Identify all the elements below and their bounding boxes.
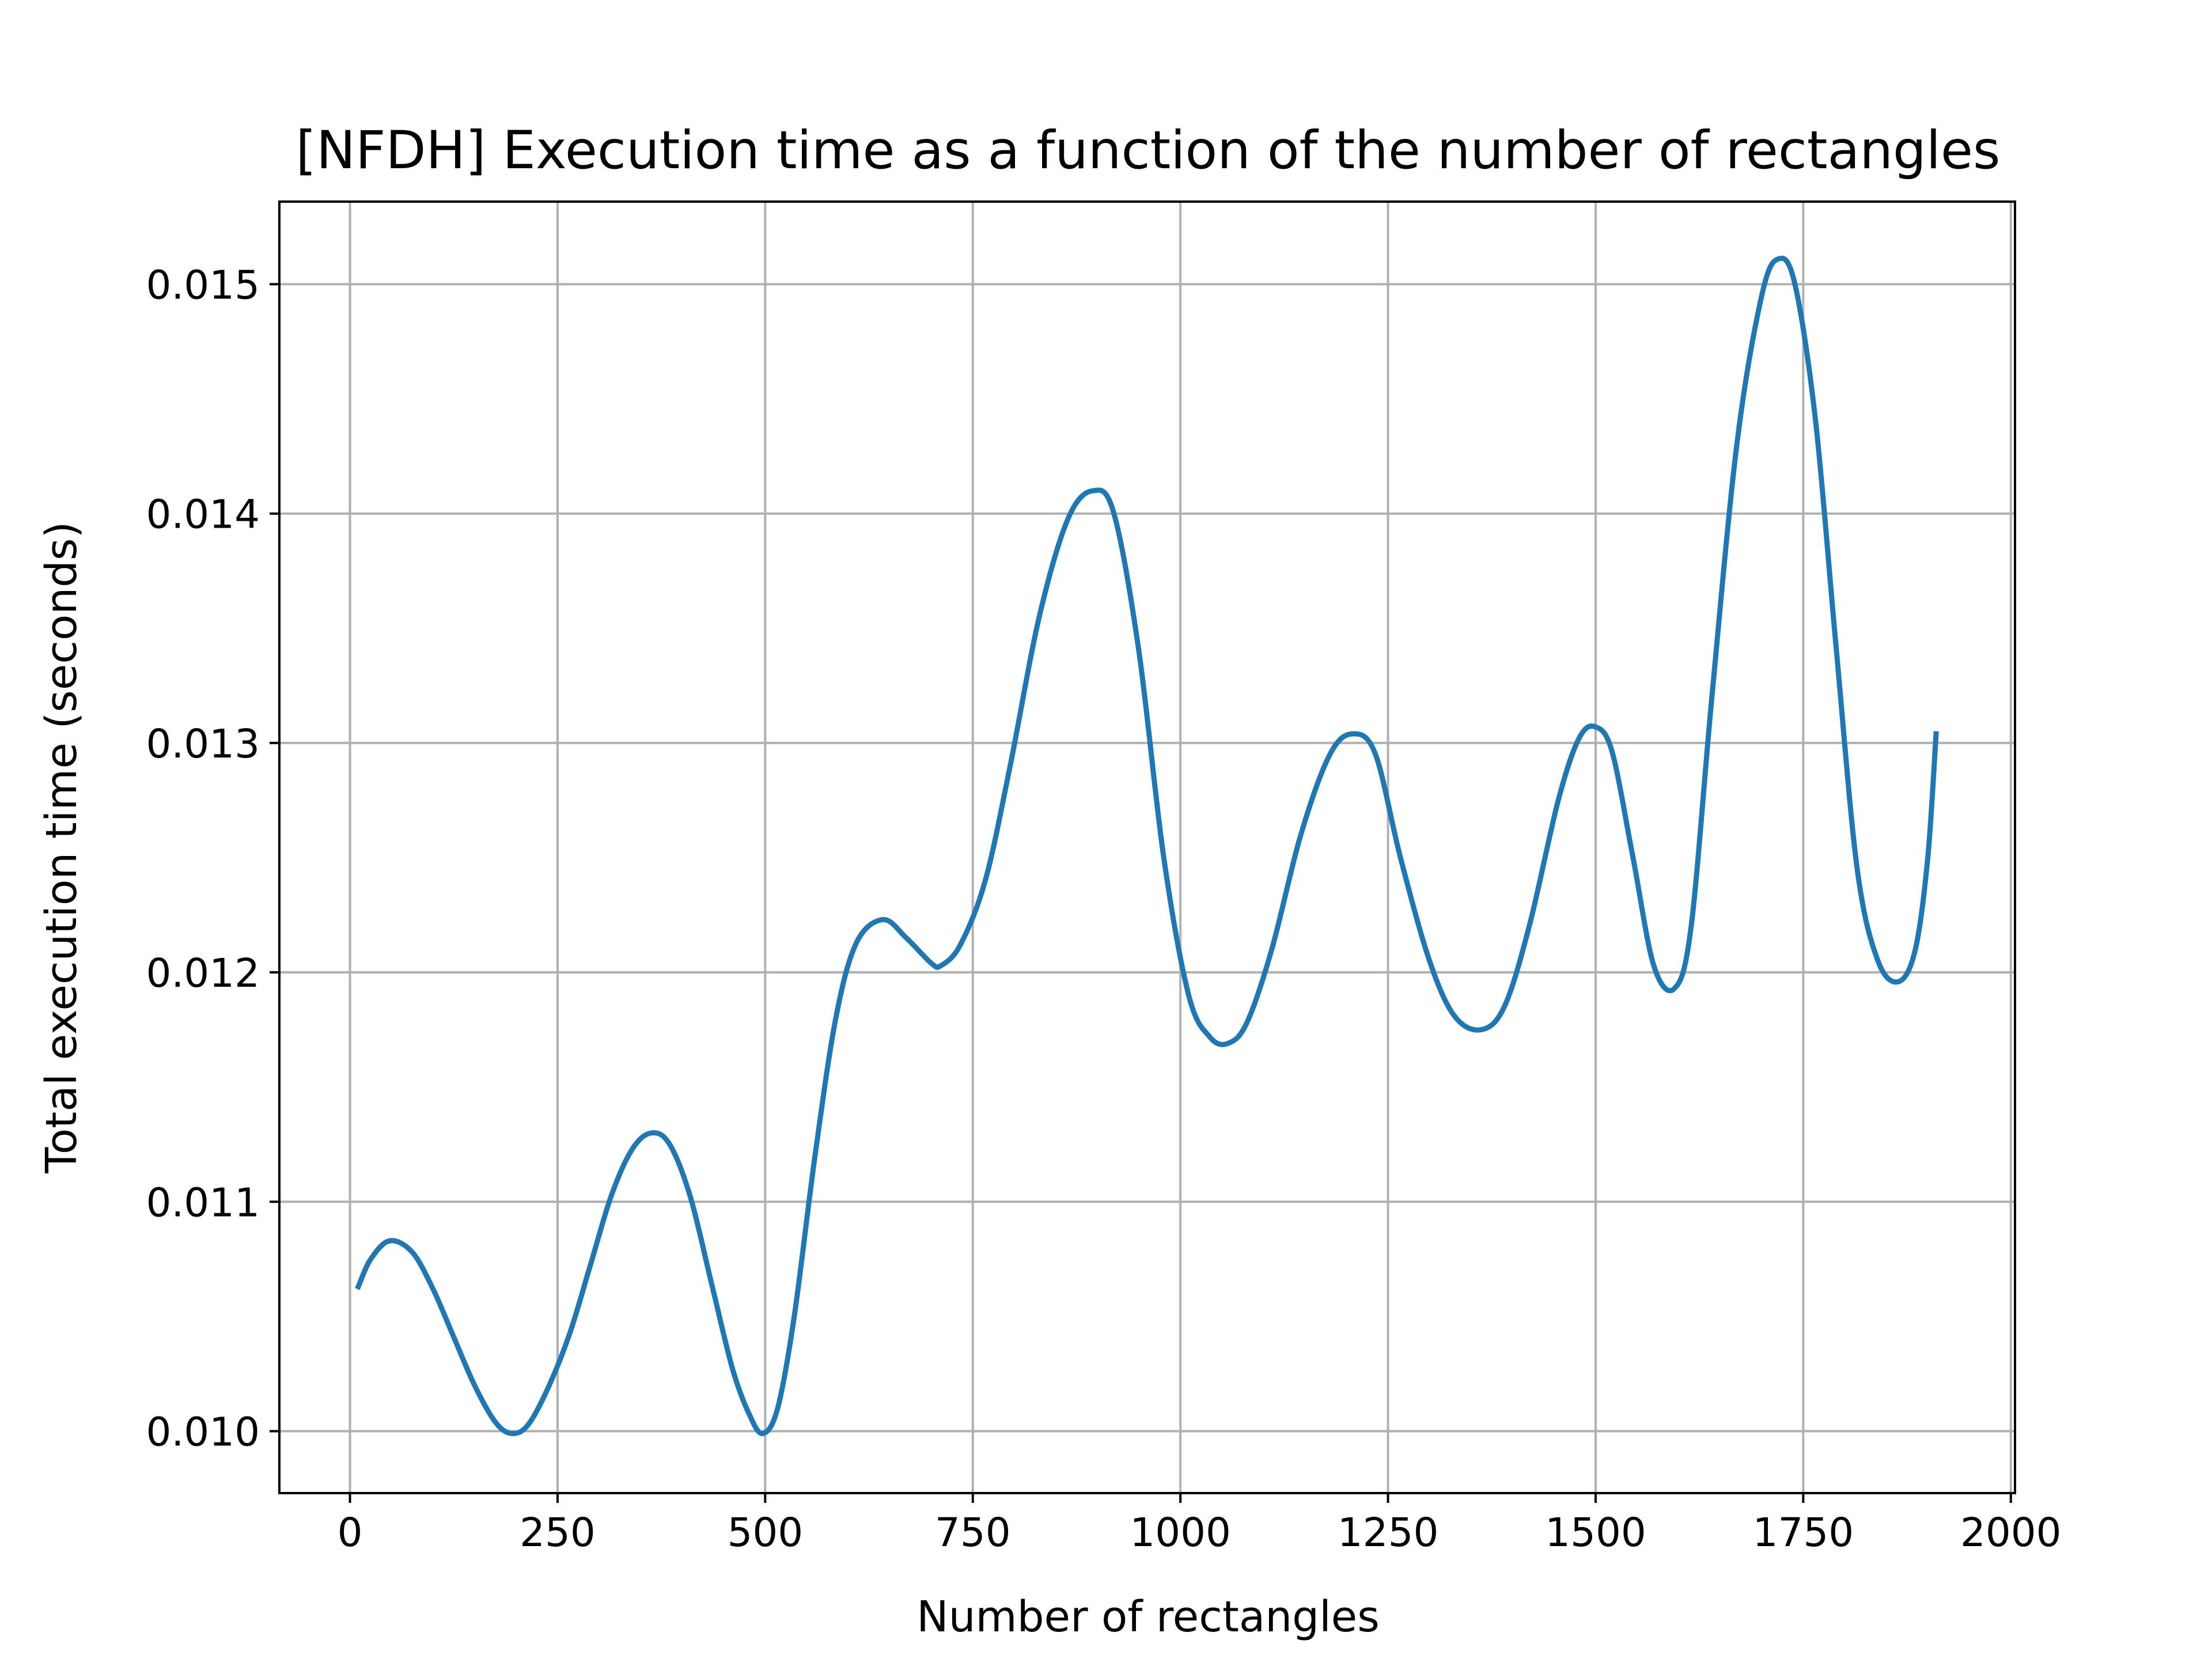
plot-frame [278,200,2016,1494]
x-tick-label: 250 [520,1510,596,1556]
x-tick-label: 1750 [1753,1510,1854,1556]
grid [279,202,2015,1493]
chart-title: [NFDH] Execution time as a function of t… [296,120,2001,181]
x-axis-label: Number of rectangles [916,1592,1380,1642]
y-tick-label: 0.011 [146,1180,260,1226]
y-tick-label: 0.015 [146,262,260,308]
series-layer [355,255,1939,1437]
y-tick-label: 0.010 [146,1409,260,1455]
x-axis-ticks: 0 250 500 750 1000 1250 1500 1750 2000 [338,1493,2062,1556]
y-tick-label: 0.012 [146,950,260,997]
series-line [355,255,1939,1437]
y-axis-label: Total execution time (seconds) [37,521,86,1173]
x-tick-label: 0 [338,1510,363,1556]
x-tick-label: 2000 [1960,1510,2062,1556]
x-tick-label: 750 [935,1510,1011,1556]
x-tick-label: 1000 [1130,1510,1231,1556]
x-tick-label: 1250 [1338,1510,1439,1556]
y-tick-label: 0.014 [146,492,260,538]
y-tick-label: 0.013 [146,721,260,767]
x-tick-label: 1500 [1545,1510,1646,1556]
y-axis-ticks: 0.010 0.011 0.012 0.013 0.014 0.015 [146,262,279,1455]
x-tick-label: 500 [728,1510,804,1556]
